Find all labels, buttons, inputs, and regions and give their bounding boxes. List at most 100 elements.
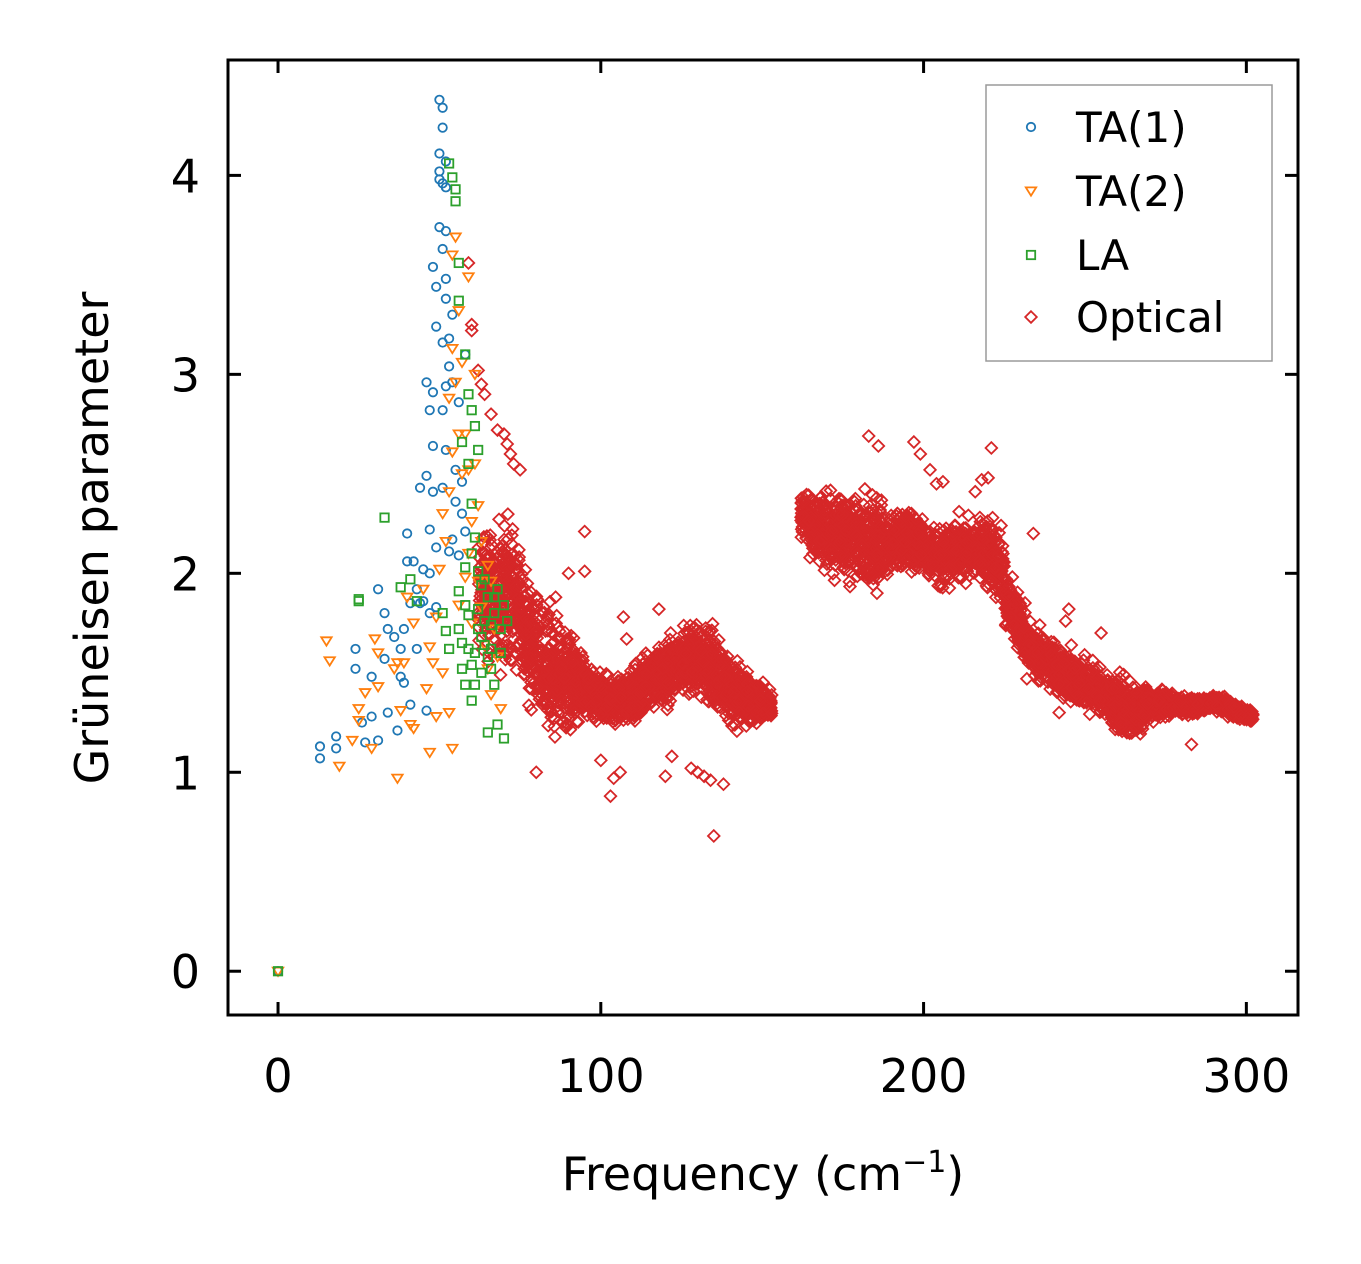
data-point bbox=[751, 687, 766, 703]
data-point bbox=[554, 662, 569, 677]
data-point bbox=[710, 699, 725, 715]
data-point bbox=[810, 527, 825, 542]
data-point bbox=[627, 699, 642, 714]
data-point bbox=[486, 566, 501, 581]
data-point bbox=[675, 682, 691, 698]
data-point bbox=[512, 550, 527, 565]
data-point bbox=[536, 665, 551, 680]
data-point bbox=[869, 490, 884, 505]
data-point bbox=[664, 642, 679, 657]
data-point bbox=[563, 722, 578, 737]
data-point bbox=[734, 667, 749, 682]
data-point bbox=[731, 705, 747, 720]
data-point bbox=[836, 560, 851, 575]
data-point bbox=[854, 538, 870, 553]
data-point bbox=[536, 694, 551, 709]
data-point bbox=[834, 498, 849, 513]
data-point bbox=[855, 531, 870, 546]
data-point bbox=[677, 640, 692, 656]
data-point bbox=[564, 628, 579, 643]
data-point bbox=[663, 625, 678, 641]
data-point bbox=[651, 666, 666, 681]
data-point bbox=[519, 653, 534, 668]
data-point bbox=[521, 698, 536, 713]
data-point bbox=[578, 666, 593, 682]
data-point bbox=[814, 533, 829, 548]
data-point bbox=[709, 667, 724, 682]
data-point bbox=[1064, 637, 1079, 653]
data-point bbox=[525, 662, 541, 677]
data-point bbox=[799, 487, 814, 502]
data-point bbox=[849, 547, 865, 562]
data-point bbox=[579, 667, 594, 682]
data-point bbox=[753, 693, 768, 709]
data-point bbox=[752, 691, 768, 706]
data-point bbox=[627, 713, 643, 728]
data-point bbox=[682, 649, 697, 665]
data-point bbox=[705, 646, 720, 662]
data-point bbox=[615, 708, 630, 723]
data-point bbox=[540, 608, 555, 623]
data-point bbox=[500, 507, 515, 522]
data-point bbox=[521, 639, 536, 654]
data-point bbox=[504, 653, 519, 668]
data-point bbox=[501, 532, 516, 547]
data-point bbox=[655, 661, 670, 676]
data-point bbox=[686, 683, 701, 699]
data-point bbox=[685, 664, 700, 679]
data-point bbox=[520, 586, 535, 601]
data-point bbox=[495, 557, 511, 572]
data-point bbox=[698, 620, 713, 636]
data-point bbox=[489, 623, 504, 638]
data-point bbox=[699, 680, 714, 695]
data-point bbox=[594, 680, 609, 695]
data-point bbox=[513, 593, 528, 608]
data-point bbox=[691, 640, 706, 655]
data-point bbox=[741, 699, 756, 714]
data-point bbox=[524, 675, 539, 690]
data-point bbox=[546, 711, 562, 726]
data-point bbox=[518, 627, 534, 642]
data-point bbox=[835, 507, 850, 522]
data-point bbox=[828, 522, 843, 537]
data-point bbox=[515, 579, 530, 594]
data-point bbox=[630, 698, 645, 714]
data-point bbox=[675, 656, 691, 672]
data-point bbox=[553, 631, 568, 646]
data-point bbox=[613, 690, 628, 705]
data-point bbox=[729, 724, 744, 739]
data-point bbox=[515, 572, 530, 588]
data-point bbox=[538, 623, 553, 639]
data-point bbox=[995, 538, 1010, 553]
data-point bbox=[505, 521, 520, 537]
data-point bbox=[503, 653, 518, 668]
data-point bbox=[642, 680, 657, 695]
data-point bbox=[633, 686, 648, 701]
data-point bbox=[650, 689, 666, 704]
data-point bbox=[852, 547, 867, 562]
data-point bbox=[728, 699, 743, 715]
data-point bbox=[796, 490, 811, 505]
data-point bbox=[721, 674, 736, 689]
data-point bbox=[590, 670, 605, 686]
data-point bbox=[579, 683, 594, 698]
data-point bbox=[573, 645, 589, 661]
data-point bbox=[820, 551, 835, 566]
data-point bbox=[553, 660, 568, 675]
data-point bbox=[518, 619, 533, 634]
data-point bbox=[499, 638, 514, 653]
data-point bbox=[471, 633, 487, 648]
data-point bbox=[802, 550, 818, 565]
data-point bbox=[893, 559, 908, 574]
data-point bbox=[550, 646, 565, 662]
data-point bbox=[495, 598, 510, 613]
data-point bbox=[700, 646, 715, 661]
data-point bbox=[623, 663, 638, 678]
data-point bbox=[811, 542, 826, 557]
data-point bbox=[660, 702, 675, 717]
data-point bbox=[921, 568, 937, 583]
data-point bbox=[660, 647, 675, 662]
data-point bbox=[581, 671, 596, 687]
data-point bbox=[827, 573, 842, 588]
